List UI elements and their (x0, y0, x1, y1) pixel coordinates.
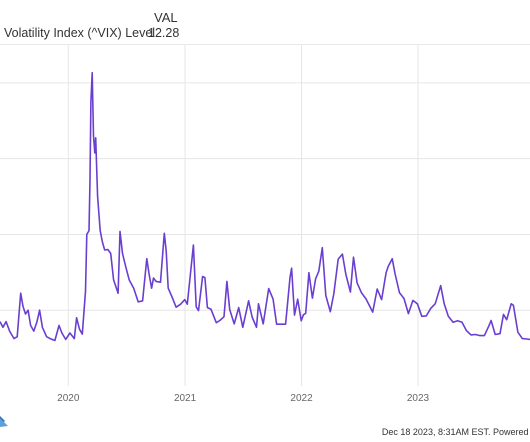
gridlines (0, 45, 530, 386)
x-tick-label: 2020 (57, 393, 80, 404)
series-line (0, 71, 530, 342)
x-tick-label: 2021 (174, 393, 197, 404)
x-axis-ticks: 2020 2021 2022 2023 (57, 393, 429, 404)
legend-series-value: 12.28 (148, 26, 180, 40)
legend-series-label[interactable]: Volatility Index (^VIX) Level (4, 26, 156, 40)
x-tick-label: 2023 (407, 393, 430, 404)
brand-logo-icon (0, 416, 8, 427)
legend: VAL Volatility Index (^VIX) Level 12.28 (0, 0, 530, 44)
series-layer (0, 71, 530, 342)
footer-timestamp: Dec 18 2023, 8:31AM EST. Powered b (381, 427, 530, 437)
legend-value-header: VAL (154, 10, 178, 25)
x-tick-label: 2022 (290, 393, 313, 404)
legend-divider (0, 44, 530, 45)
